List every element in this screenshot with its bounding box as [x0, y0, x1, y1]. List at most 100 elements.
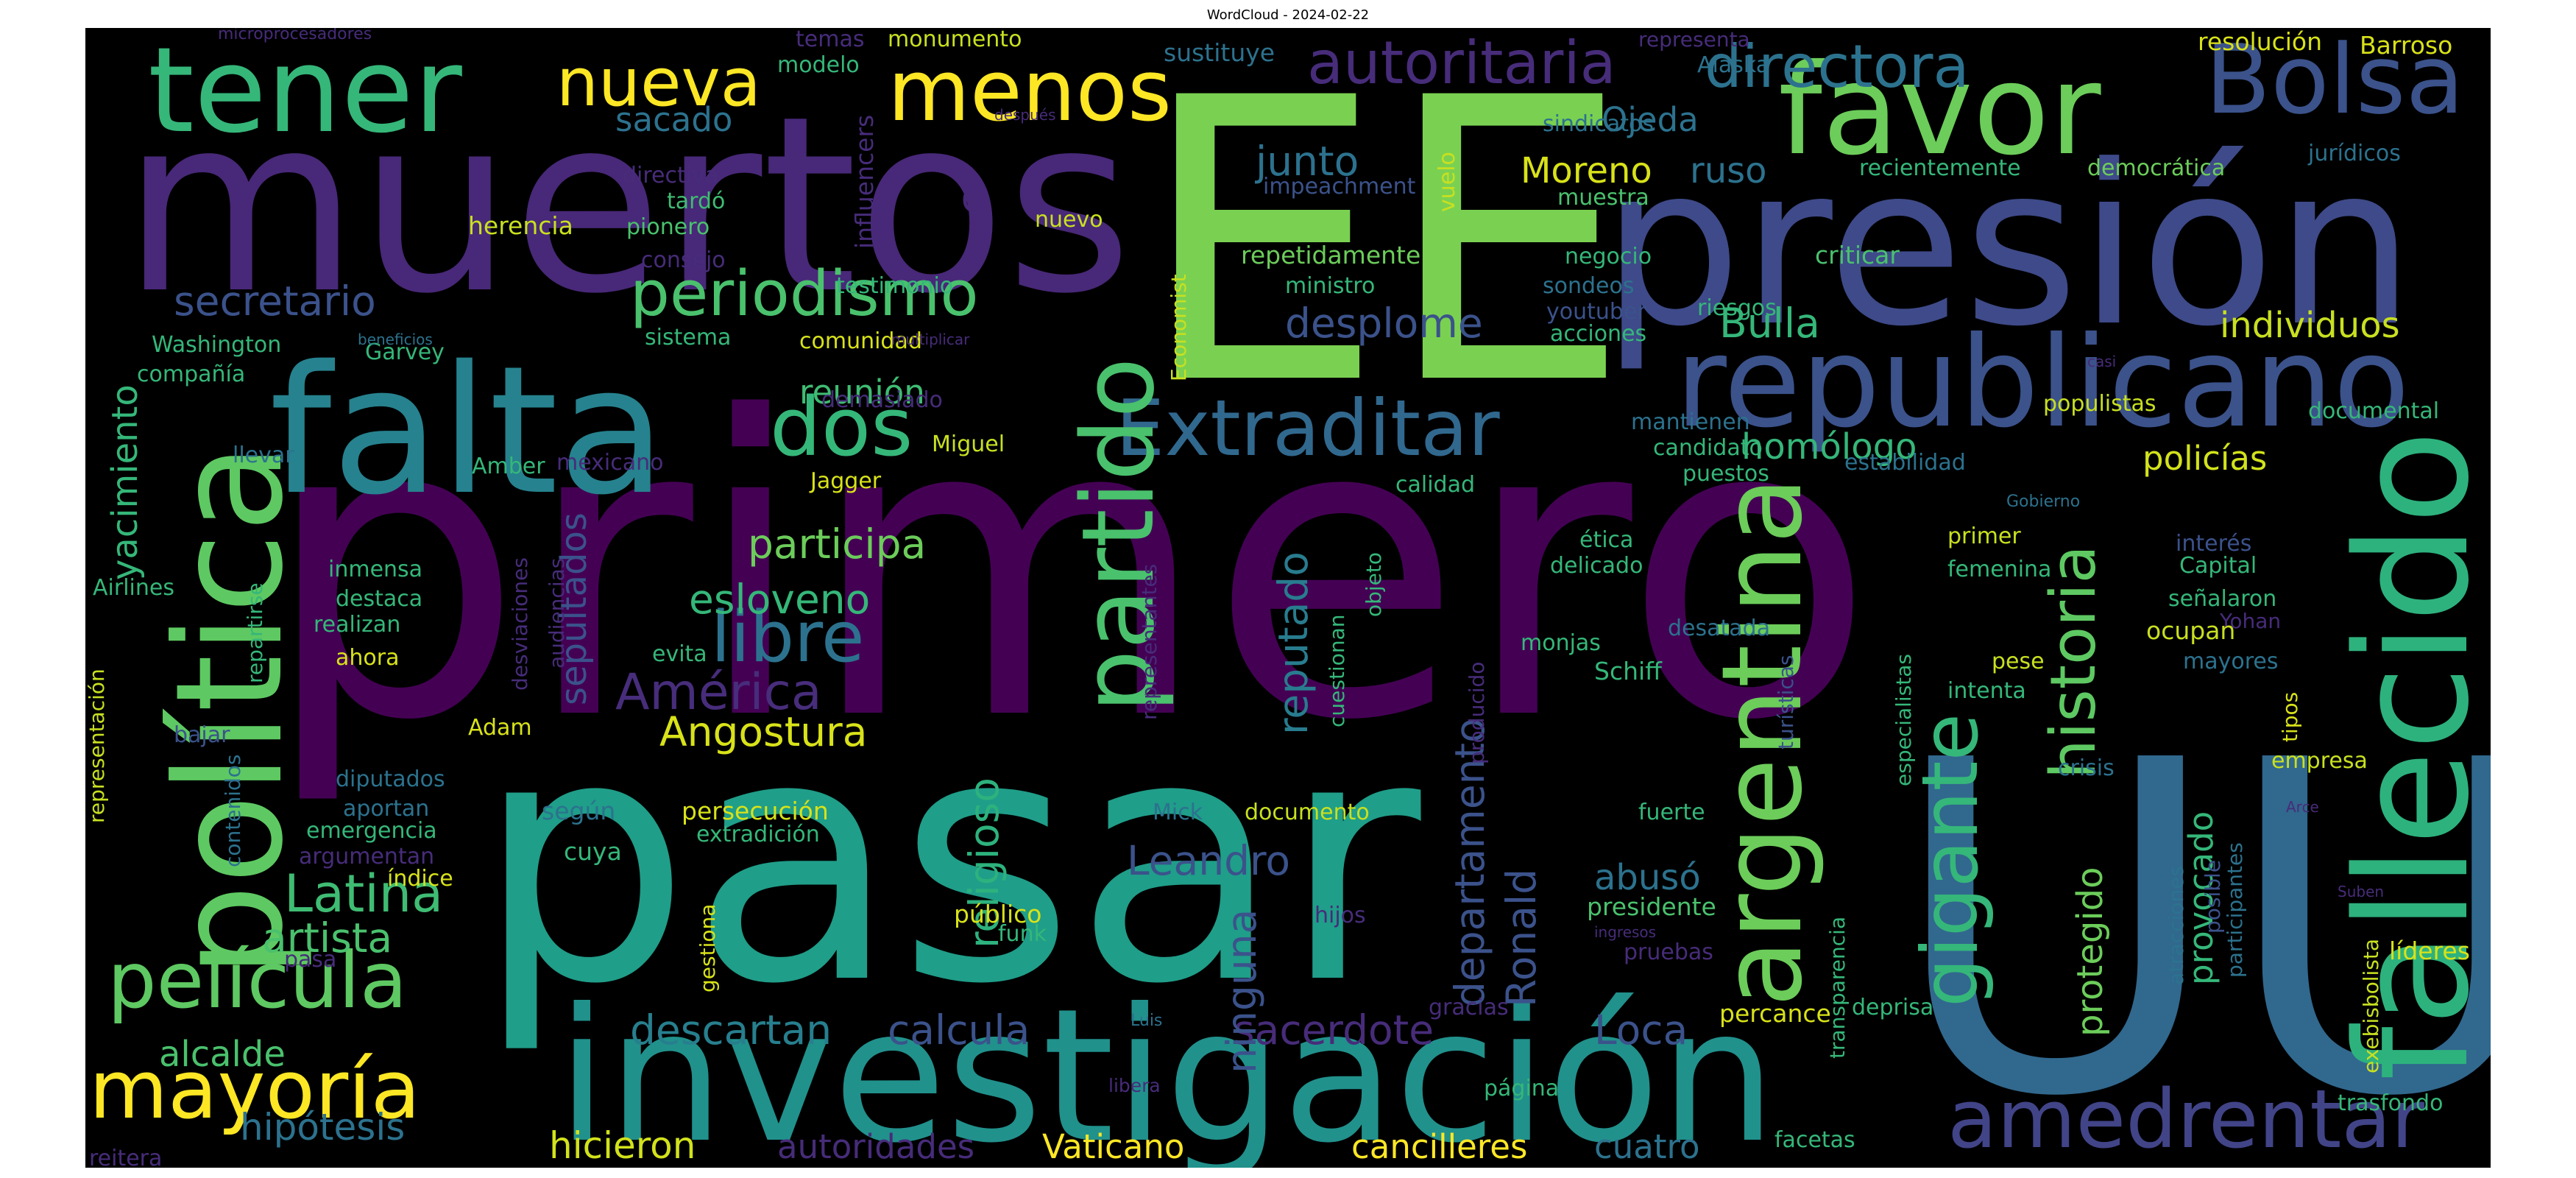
word-gracias: gracias [1429, 995, 1509, 1020]
word-cuatro: cuatro [1594, 1127, 1700, 1166]
word-autoridades: autoridades [777, 1127, 974, 1166]
word-tener: tener [148, 28, 462, 159]
word-washington: Washington [152, 332, 281, 358]
word-mantienen: mantienen [1631, 409, 1750, 435]
word-amedrentar: amedrentar [1947, 1072, 2425, 1166]
word-populistas: populistas [2043, 391, 2156, 417]
word-libera: libera [1108, 1075, 1161, 1096]
word-investigación: investigación [556, 969, 1777, 1168]
word-testimonio: testimonio [836, 273, 953, 299]
word-garvey: Garvey [365, 339, 445, 365]
word-angostura: Angostura [659, 708, 867, 755]
word-tardó: tardó [667, 188, 725, 214]
word-atracciones: atracciones [2164, 866, 2188, 985]
word-compañía: compañía [137, 361, 245, 387]
word-exebisbolista: exebisbolista [2359, 939, 2383, 1073]
word-desviaciones: desviaciones [508, 557, 532, 691]
word-loca: Loca [1594, 1006, 1688, 1054]
word-sustituye: sustituye [1164, 38, 1275, 67]
word-g: G [961, 181, 987, 220]
word-percance: percance [1719, 999, 1831, 1028]
word-fallecido: fallecido [2323, 430, 2491, 1081]
word-facetas: facetas [1774, 1127, 1855, 1153]
word-criticar: criticar [1815, 241, 1900, 269]
word-repartirse: repartirse [243, 582, 267, 683]
word-falta: falta [269, 328, 666, 534]
word-candidato: candidato [1653, 435, 1763, 461]
word-estabilidad: estabilidad [1844, 450, 1966, 476]
word-nueva: nueva [556, 44, 761, 121]
word-sindicatos: sindicatos [1543, 111, 1654, 137]
word-muertos: muertos [122, 64, 1133, 347]
word-negocio: negocio [1565, 244, 1652, 269]
word-pasar: pasar [475, 664, 1424, 1058]
word-persecución: persecución [682, 797, 829, 825]
word-diputados: diputados [336, 766, 445, 792]
word-película: película [107, 936, 407, 1026]
word-barroso: Barroso [2360, 31, 2452, 60]
word-cancilleres: cancilleres [1351, 1127, 1527, 1166]
word-femenina: femenina [1947, 557, 2051, 582]
page-title: WordCloud - 2024-02-22 [1206, 7, 1370, 23]
word-historia: historia [2037, 545, 2110, 779]
word-abusó: abusó [1594, 857, 1701, 898]
word-recientemente: recientemente [1859, 155, 2021, 181]
word-posible: posible [2201, 860, 2225, 934]
word-consejo: consejo [641, 247, 726, 273]
word-reputado: reputado [1270, 551, 1317, 735]
word-presidente: presidente [1587, 892, 1716, 921]
word-contenidos: contenidos [221, 755, 245, 868]
word-cloud-canvas: primero pasar muertos EE UU presión investigac… [85, 28, 2491, 1168]
word-extraditar: Extraditar [1116, 384, 1500, 473]
word-tipos: tipos [2278, 692, 2302, 742]
word-demasiado: demasiado [821, 387, 943, 413]
word-democrática: democrática [2087, 155, 2225, 181]
word-gobierno: Gobierno [2006, 493, 2080, 511]
word-luis: Luis [1130, 1012, 1162, 1030]
word-turísticas: turísticas [1774, 655, 1798, 750]
word-gestiona: gestiona [696, 904, 720, 992]
word-uu: UU [1889, 666, 2491, 1168]
word-inmensa: inmensa [328, 557, 422, 582]
word-ojeda: Ojeda [1602, 100, 1699, 139]
word-impeachment: impeachment [1263, 174, 1416, 200]
word-señalaron: señalaron [2168, 586, 2276, 612]
word-mayoría: mayoría [89, 1043, 420, 1137]
word-crisis: crisis [2058, 755, 2115, 781]
word-participantes: participantes [2223, 842, 2247, 978]
word-provocado: provocado [2182, 811, 2221, 985]
word-monjas: monjas [1521, 630, 1601, 656]
word-dos: dos [770, 380, 913, 474]
word-capital: Capital [2179, 553, 2257, 579]
word-republicano: republicano [1675, 310, 2410, 456]
word-representa: representa [1638, 28, 1750, 52]
word-resolución: resolución [2198, 28, 2322, 56]
word-acciones: acciones [1550, 321, 1646, 347]
word-según: según [542, 797, 615, 825]
word-aportan: aportan [343, 796, 429, 822]
word-evita: evita [652, 641, 707, 667]
word-suben: Suben [2338, 883, 2384, 900]
word-autoritaria: autoritaria [1307, 29, 1616, 97]
word-interés: interés [2176, 531, 2251, 557]
word-beneficios: beneficios [358, 331, 433, 348]
word-youtuber: youtuber [1546, 299, 1646, 325]
word-emergencia: emergencia [306, 818, 437, 844]
word-alaska: Alaska [1697, 52, 1769, 78]
word-bulla: Bulla [1719, 300, 1820, 347]
word-hicieron: hicieron [549, 1124, 696, 1167]
word-producido: producido [1465, 662, 1489, 764]
word-audiencias: audiencias [545, 558, 569, 669]
word-funk: funk [998, 921, 1047, 947]
word-página: página [1484, 1076, 1559, 1101]
word-ética: ética [1579, 527, 1633, 553]
word-casi: casi [2087, 353, 2116, 370]
word-directiva: directiva [623, 163, 718, 188]
word-sistema: sistema [645, 325, 731, 350]
word-cuya: cuya [564, 837, 622, 866]
word-leandro: Leandro [1127, 837, 1290, 884]
word-cuestionan: cuestionan [1325, 615, 1349, 728]
word-ahora: ahora [336, 645, 399, 671]
word-junto: junto [1255, 138, 1359, 185]
